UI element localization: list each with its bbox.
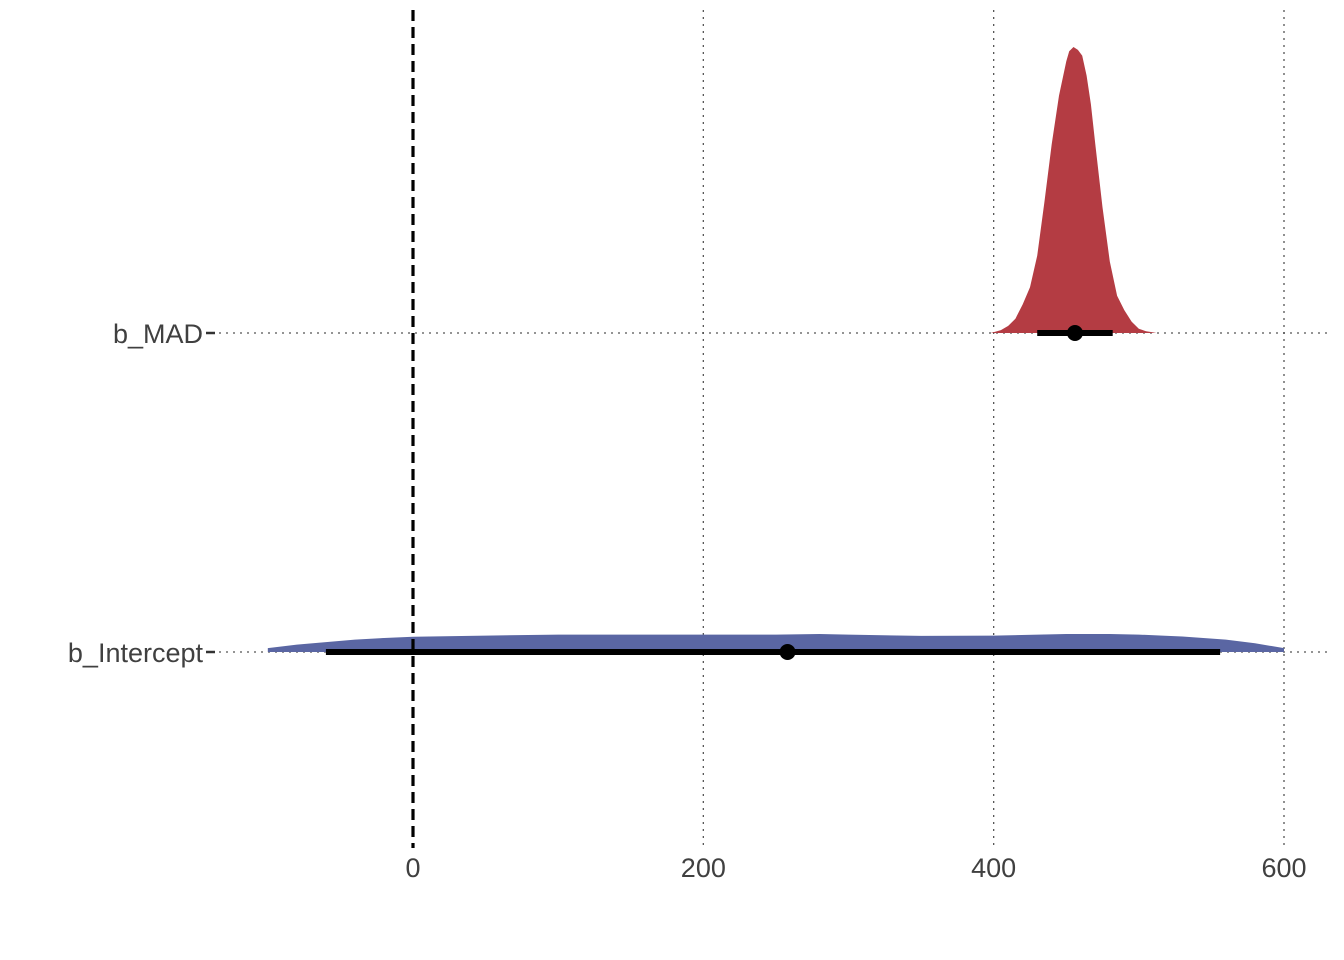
y-tick-label-b_MAD: b_MAD — [113, 319, 203, 349]
density-b_MAD — [990, 47, 1157, 333]
x-tick-label-400: 400 — [971, 853, 1016, 883]
median-point-b_MAD — [1066, 325, 1083, 341]
x-tick-label-0: 0 — [405, 853, 420, 883]
x-tick-label-600: 600 — [1261, 853, 1306, 883]
median-point-b_Intercept — [779, 644, 796, 660]
density-b_Intercept — [267, 634, 1284, 652]
x-tick-label-200: 200 — [681, 853, 726, 883]
y-tick-label-b_Intercept: b_Intercept — [68, 638, 204, 668]
